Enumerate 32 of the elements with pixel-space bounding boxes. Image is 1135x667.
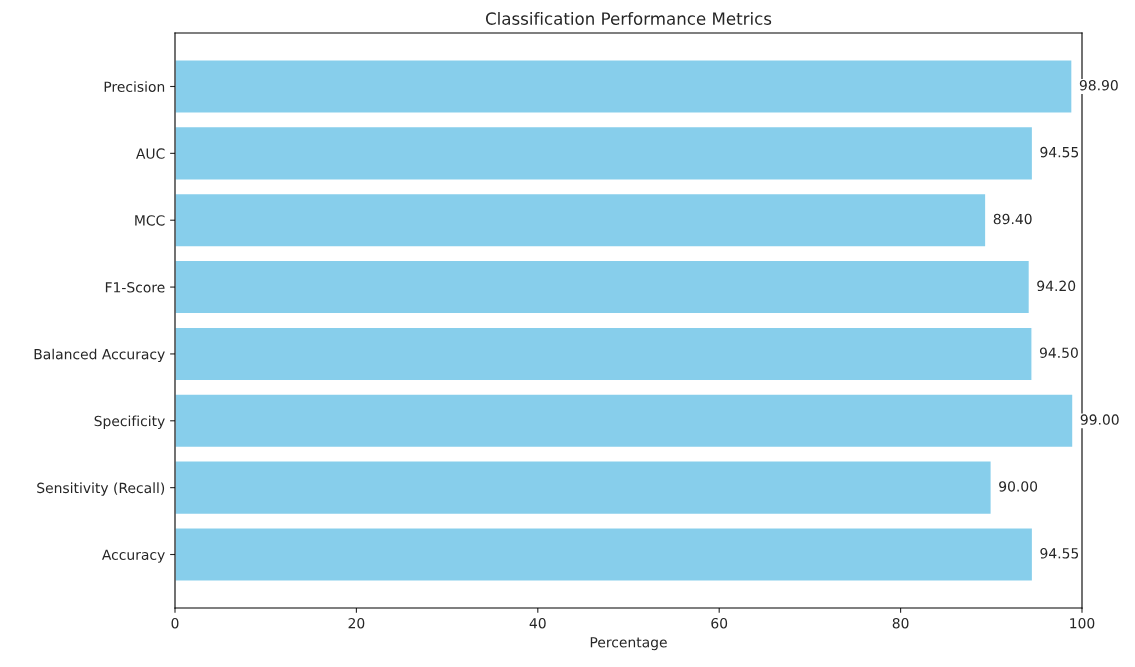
data-label: 94.55: [1040, 548, 1079, 559]
x-tick-label: 80: [892, 617, 909, 629]
data-label: 90.00: [999, 481, 1038, 492]
data-label: 94.55: [1040, 146, 1079, 158]
bar: [175, 326, 1033, 382]
y-tick-label: Precision: [104, 81, 165, 92]
x-tick-label: 0: [171, 617, 179, 629]
data-label: 89.40: [993, 213, 1032, 225]
x-tick-label: 20: [348, 617, 365, 629]
bar: [175, 259, 1031, 315]
x-tick-label: 100: [1070, 617, 1095, 629]
x-axis-title: Percentage: [590, 637, 667, 651]
y-tick-label: Balanced Accuracy: [34, 348, 165, 363]
bar: [175, 192, 987, 248]
x-tick-label: 40: [529, 617, 546, 629]
bar: [175, 527, 1034, 582]
bar: [175, 460, 992, 516]
data-label: 94.50: [1039, 347, 1078, 358]
data-label: 94.20: [1037, 280, 1076, 292]
y-tick-label: Accuracy: [101, 549, 165, 563]
bar: [175, 59, 1073, 114]
y-tick-label: Sensitivity (Recall): [37, 482, 165, 496]
chart-title: Classification Performance Metrics: [485, 12, 772, 25]
bar: [175, 125, 1034, 181]
y-tick-label: MCC: [135, 215, 165, 226]
data-label: 99.00: [1080, 414, 1119, 425]
y-tick-label: Specificity: [94, 415, 165, 429]
y-tick-label: F1-Score: [105, 282, 165, 293]
y-tick-label: AUC: [136, 148, 165, 159]
bar: [175, 393, 1074, 449]
data-label: 98.90: [1079, 80, 1118, 91]
x-tick-label: 60: [711, 617, 728, 629]
